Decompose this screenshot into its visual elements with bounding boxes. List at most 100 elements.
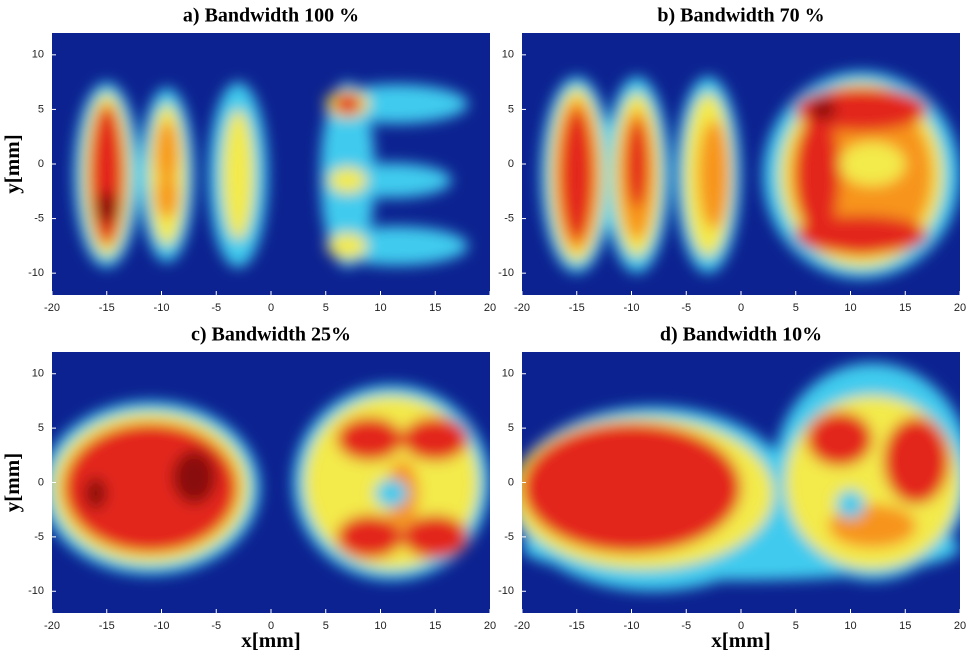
heatmap [73, 82, 469, 268]
x-tick-label: 5 [793, 302, 799, 314]
heat-region [698, 120, 729, 230]
heat-region [325, 226, 469, 266]
x-tick-label: -10 [154, 620, 170, 632]
heat-region [402, 417, 469, 461]
y-tick-label: 10 [502, 368, 514, 380]
y-tick-label: 0 [508, 476, 514, 488]
x-tick-label: -5 [211, 620, 221, 632]
x-tick-label: -15 [99, 620, 115, 632]
heat-region [836, 490, 865, 519]
heat-layer [540, 71, 960, 279]
x-tick-label: 10 [844, 302, 856, 314]
y-tick-label: -5 [34, 531, 44, 543]
panel-title: a) Bandwidth 100 % [183, 5, 359, 27]
y-tick-label: -5 [34, 212, 44, 224]
heat-region [795, 215, 928, 255]
x-tick-label: -5 [211, 302, 221, 314]
heat-region [327, 232, 368, 259]
panel: d) Bandwidth 10% -20 -15 -10 -5 0 5 10 15 20 -10 -5… [498, 324, 966, 652]
y-tick-label: 5 [508, 422, 514, 434]
heat-region [336, 417, 403, 461]
x-tick-label: 15 [899, 620, 911, 632]
x-tick-label: -10 [624, 302, 640, 314]
heat-region [84, 477, 107, 510]
heat-region [806, 411, 873, 467]
heat-region [809, 98, 837, 121]
x-tick-label: -15 [569, 620, 585, 632]
y-tick-label: 10 [32, 49, 44, 61]
x-axis-label: x[mm] [711, 628, 770, 652]
x-tick-label: 0 [738, 620, 744, 632]
y-axis-label: y[mm] [0, 134, 24, 193]
y-tick-label: -10 [498, 267, 514, 279]
heatmap [522, 362, 960, 592]
heat-region [336, 515, 403, 559]
x-tick-label: 15 [899, 302, 911, 314]
y-tick-label: 0 [38, 476, 44, 488]
heat-region [156, 174, 178, 219]
x-tick-label: 0 [738, 302, 744, 314]
heat-region [375, 479, 408, 508]
y-tick-label: 5 [508, 103, 514, 115]
y-tick-label: -5 [504, 531, 514, 543]
panel-title: d) Bandwidth 10% [660, 324, 822, 346]
x-tick-label: 15 [429, 302, 441, 314]
panel-title: c) Bandwidth 25% [191, 324, 351, 346]
x-tick-label: -20 [514, 620, 530, 632]
x-tick-label: 15 [429, 620, 441, 632]
x-tick-label: 20 [954, 620, 966, 632]
y-tick-label: -10 [28, 585, 44, 597]
x-axis-label: x[mm] [241, 628, 300, 652]
x-tick-label: -10 [154, 302, 170, 314]
x-tick-label: -20 [44, 302, 60, 314]
x-tick-label: -20 [514, 302, 530, 314]
heat-region [221, 109, 255, 241]
y-tick-label: 0 [508, 158, 514, 170]
heat-layer [52, 384, 490, 581]
heat-region [402, 515, 469, 559]
x-tick-label: -15 [569, 302, 585, 314]
x-tick-label: 10 [844, 620, 856, 632]
x-tick-label: -5 [681, 302, 691, 314]
heat-region [333, 93, 362, 115]
x-tick-label: 0 [268, 620, 274, 632]
panel-title: b) Bandwidth 70 % [657, 5, 824, 27]
y-tick-label: 0 [38, 158, 44, 170]
x-tick-label: -10 [624, 620, 640, 632]
heat-region [839, 142, 906, 186]
heat-region [560, 109, 594, 241]
panel: b) Bandwidth 70 % -20 -15 -10 -5 0 5 10 15 20 -10 -… [498, 5, 966, 314]
heatmap [52, 384, 490, 581]
y-axis-label: y[mm] [0, 453, 24, 512]
x-tick-label: 10 [374, 620, 386, 632]
heat-region [172, 449, 217, 505]
y-tick-label: -10 [498, 585, 514, 597]
heat-region [522, 422, 741, 554]
x-tick-label: 20 [954, 302, 966, 314]
x-tick-label: 5 [323, 620, 329, 632]
x-tick-label: -20 [44, 620, 60, 632]
x-tick-label: 0 [268, 302, 274, 314]
heat-layer [522, 362, 960, 592]
heat-region [89, 103, 125, 246]
y-tick-label: -10 [28, 267, 44, 279]
x-tick-label: -5 [681, 620, 691, 632]
x-tick-label: -15 [99, 302, 115, 314]
heat-layer [73, 82, 469, 268]
panel: a) Bandwidth 100 % -20 -15 -10 -5 0 5 10 15 20 -10… [0, 5, 496, 314]
y-tick-label: 10 [502, 49, 514, 61]
y-tick-label: -5 [504, 212, 514, 224]
x-tick-label: 20 [484, 302, 496, 314]
heat-region [883, 417, 950, 505]
x-tick-label: 5 [793, 620, 799, 632]
y-tick-label: 10 [32, 368, 44, 380]
heat-region [95, 191, 118, 225]
heat-region [626, 120, 648, 208]
heat-region [327, 167, 368, 194]
heatmap [540, 71, 960, 279]
heat-region [795, 109, 840, 241]
y-tick-label: 5 [38, 422, 44, 434]
x-tick-label: 20 [484, 620, 496, 632]
x-tick-label: 5 [323, 302, 329, 314]
